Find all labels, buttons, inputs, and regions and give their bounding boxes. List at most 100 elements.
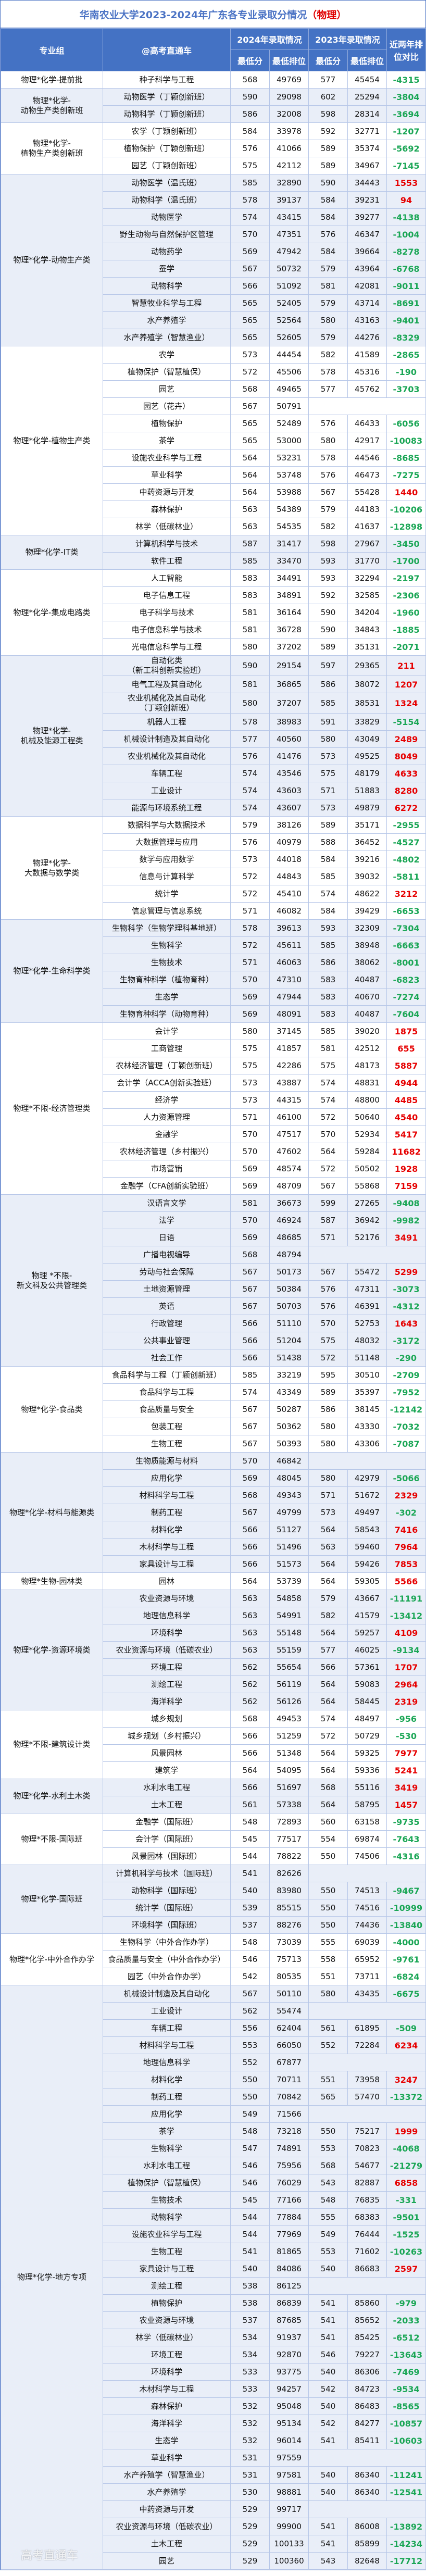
group-name: 物理 *不限- 新文科及公共管理类 (1, 1194, 103, 1367)
rank-2023: 74436 (347, 1916, 387, 1934)
major-name: 生态学 (103, 2432, 231, 2449)
major-name: 会计学（ACCA创新实验班） (103, 1074, 231, 1092)
major-name: 农学 (103, 346, 231, 364)
score-2024: 539 (230, 1899, 270, 1917)
rank-2024: 94257 (269, 2380, 309, 2398)
score-2023: 582 (308, 346, 348, 364)
rank-2024: 100360 (269, 2552, 309, 2570)
rank-2023: 86340 (347, 2483, 387, 2501)
rank-2024: 95048 (269, 2397, 309, 2415)
major-name: 海洋科学 (103, 1693, 231, 1710)
rank-2024: 47944 (269, 988, 309, 1006)
score-2023: 585 (308, 1022, 348, 1040)
table-row: 园艺（花卉） 567 50791 (1, 397, 426, 415)
rank-2024: 51438 (269, 1349, 309, 1367)
rank-2024: 55148 (269, 1624, 309, 1642)
major-name: 生物工程 (103, 1435, 231, 1453)
score-2023: 583 (308, 1005, 348, 1023)
score-2024: 566 (230, 1349, 270, 1367)
major-name: 家具设计与工程 (103, 1555, 231, 1573)
rank-2024: 51092 (269, 277, 309, 295)
table-row: 物理*化学-中外合作办学 生物科学（中外合作办学） 548 73039 555 69039… (1, 1933, 426, 1985)
major-name: 生物科学 (103, 936, 231, 954)
header-2024: 2024年录取情况 (230, 28, 309, 50)
score-2024: 529 (230, 2535, 270, 2553)
rank-change: -6675 (386, 1985, 426, 2003)
major-name: 地理信息科学 (103, 2054, 231, 2071)
group-name: 物理*化学-水利土木类 (1, 1779, 103, 1814)
rank-2024: 33470 (269, 552, 309, 570)
score-2023: 583 (308, 988, 348, 1006)
table-row: 物理*不限-经济管理类 会计学 580 37145 585 39020 1875 (1, 1022, 426, 1195)
rank-2023: 34843 (347, 621, 387, 639)
score-2024: 567 (230, 1297, 270, 1315)
rank-2024: 36164 (269, 604, 309, 621)
table-row: 水产养殖学（智慧渔业） 565 52605 579 44276 -8329 (1, 329, 426, 346)
score-2024: 540 (230, 1882, 270, 1899)
table-row: 农业资源与环境（低碳农业） 529 99900 541 86008 -13892 (1, 2518, 426, 2535)
major-name: 水产养殖学 (103, 311, 231, 329)
score-2024: 575 (230, 1040, 270, 1057)
major-name: 设施农业科学与工程 (103, 2225, 231, 2243)
rank-2024: 99900 (269, 2518, 309, 2535)
score-2023: 597 (308, 655, 348, 676)
major-name: 经济学 (103, 1091, 231, 1109)
score-2024: 567 (230, 1400, 270, 1418)
rank-2024: 36865 (269, 676, 309, 693)
table-row: 中药资源与开发 529 99717 (1, 2500, 426, 2518)
score-2024: 574 (230, 765, 270, 782)
rank-2023: 38062 (347, 954, 387, 971)
rank-2023: 32309 (347, 919, 387, 937)
table-row: 水产养殖学 530 98881 540 86340 -12541 (1, 2483, 426, 2501)
table-row: 电子科学与技术 581 36164 590 34204 -1960 (1, 604, 426, 621)
score-2024: 576 (230, 140, 270, 157)
group-name: 物理*化学-IT类 (1, 535, 103, 570)
rank-2023: 45762 (347, 380, 387, 398)
score-2024: 576 (230, 747, 270, 765)
score-2024: 545 (230, 2191, 270, 2209)
rank-2023: 38531 (347, 693, 387, 714)
major-name: 农林经济管理（丁颖创新班） (103, 1057, 231, 1074)
major-name: 大数据管理与应用 (103, 833, 231, 851)
table-row: 法学 570 46924 587 36942 -9982 (1, 1211, 426, 1229)
table-row: 草业科学 531 97559 (1, 2449, 426, 2467)
rank-2024: 38126 (269, 816, 309, 834)
rank-change: -190 (386, 363, 426, 381)
table-row: 大数据管理与应用 576 40979 588 36452 -4527 (1, 833, 426, 851)
rank-2024: 37145 (269, 1022, 309, 1040)
rank-change: -8001 (386, 954, 426, 971)
rank-change: -10603 (386, 2432, 426, 2449)
table-row: 农林经济管理（乡村振兴） 570 47602 564 59284 11682 (1, 1143, 426, 1160)
rank-2024: 88276 (269, 1916, 309, 1934)
rank-2024: 95134 (269, 2415, 309, 2432)
rank-2024: 48574 (269, 1160, 309, 1178)
group-name: 物理*化学-食品类 (1, 1366, 103, 1453)
rank-2023: 40487 (347, 1005, 387, 1023)
major-name: 市场营销 (103, 1160, 231, 1178)
score-2023: 541 (308, 2535, 348, 2553)
score-2024: 578 (230, 191, 270, 209)
rank-2023: 49497 (347, 1504, 387, 1521)
major-name: 软件工程 (103, 552, 231, 570)
rank-2024: 47310 (269, 971, 309, 989)
score-2023: 580 (308, 1469, 348, 1487)
rank-change: 6234 (386, 2036, 426, 2054)
score-2023: 561 (308, 2019, 348, 2037)
score-2024: 566 (230, 1315, 270, 1332)
header-2024-min-score: 最低分 (230, 49, 270, 71)
rank-change: 1457 (386, 1796, 426, 1814)
score-2023: 582 (308, 1607, 348, 1624)
rank-2023: 44183 (347, 501, 387, 518)
rank-2024: 93775 (269, 2363, 309, 2381)
score-2023: 574 (308, 885, 348, 903)
rank-2023: 51672 (347, 1486, 387, 1504)
score-2023: 564 (308, 1572, 348, 1590)
score-2023: 580 (308, 730, 348, 748)
score-2024: 565 (230, 329, 270, 346)
rank-2024: 84086 (269, 2260, 309, 2278)
rank-change: -4802 (386, 851, 426, 868)
rank-2024: 92870 (269, 2346, 309, 2364)
table-row: 电气工程及其自动化 581 36865 586 38072 1207 (1, 676, 426, 693)
major-name: 会计学（国际班） (103, 1830, 231, 1848)
group-name: 物理*化学-提前批 (1, 71, 103, 89)
